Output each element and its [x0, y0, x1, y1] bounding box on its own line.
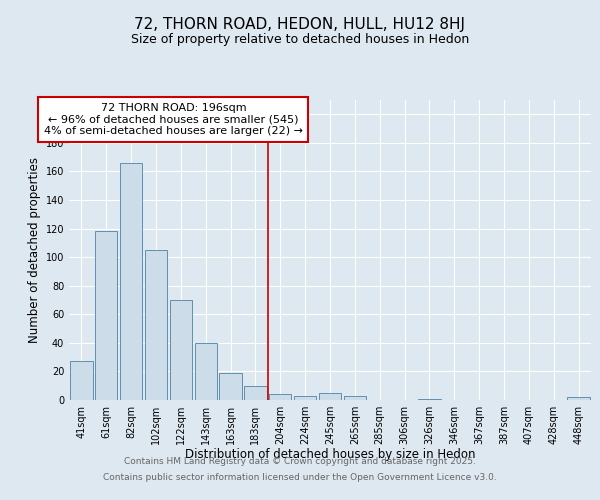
- Bar: [70, 362, 92, 400]
- Bar: [344, 396, 366, 400]
- Bar: [220, 373, 242, 400]
- Bar: [319, 393, 341, 400]
- Bar: [145, 250, 167, 400]
- Text: 72 THORN ROAD: 196sqm
← 96% of detached houses are smaller (545)
4% of semi-deta: 72 THORN ROAD: 196sqm ← 96% of detached …: [44, 103, 303, 136]
- Bar: [95, 232, 118, 400]
- Bar: [568, 397, 590, 400]
- Bar: [194, 343, 217, 400]
- Text: Contains HM Land Registry data © Crown copyright and database right 2025.: Contains HM Land Registry data © Crown c…: [124, 458, 476, 466]
- Text: 72, THORN ROAD, HEDON, HULL, HU12 8HJ: 72, THORN ROAD, HEDON, HULL, HU12 8HJ: [134, 18, 466, 32]
- Bar: [418, 398, 440, 400]
- Bar: [244, 386, 266, 400]
- Bar: [170, 300, 192, 400]
- X-axis label: Distribution of detached houses by size in Hedon: Distribution of detached houses by size …: [185, 448, 475, 462]
- Bar: [269, 394, 292, 400]
- Y-axis label: Number of detached properties: Number of detached properties: [28, 157, 41, 343]
- Text: Size of property relative to detached houses in Hedon: Size of property relative to detached ho…: [131, 32, 469, 46]
- Text: Contains public sector information licensed under the Open Government Licence v3: Contains public sector information licen…: [103, 472, 497, 482]
- Bar: [120, 163, 142, 400]
- Bar: [294, 396, 316, 400]
